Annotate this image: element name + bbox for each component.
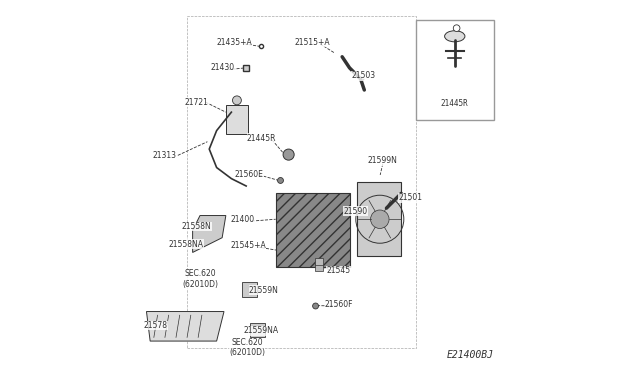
Polygon shape xyxy=(226,105,248,134)
Text: SEC.620
(62010D): SEC.620 (62010D) xyxy=(229,338,265,357)
Polygon shape xyxy=(276,193,349,267)
Polygon shape xyxy=(243,282,257,297)
Circle shape xyxy=(232,96,241,105)
Text: 21400: 21400 xyxy=(230,215,255,224)
Polygon shape xyxy=(147,311,224,341)
Text: E21400BJ: E21400BJ xyxy=(447,350,493,359)
Circle shape xyxy=(312,303,319,309)
Circle shape xyxy=(453,25,460,32)
Text: 21313: 21313 xyxy=(153,151,177,160)
Polygon shape xyxy=(316,263,323,271)
Circle shape xyxy=(278,177,284,183)
Text: 21559NA: 21559NA xyxy=(243,326,278,335)
Text: 21545+A: 21545+A xyxy=(230,241,266,250)
Text: 21721: 21721 xyxy=(184,98,208,107)
Polygon shape xyxy=(250,323,264,337)
Circle shape xyxy=(283,149,294,160)
Text: 21558NA: 21558NA xyxy=(169,240,204,249)
Text: 21501: 21501 xyxy=(399,193,422,202)
Text: SEC.620
(62010D): SEC.620 (62010D) xyxy=(182,269,218,289)
Text: 21515+A: 21515+A xyxy=(294,38,330,46)
Circle shape xyxy=(371,210,389,228)
Ellipse shape xyxy=(445,31,465,42)
Text: 21503: 21503 xyxy=(351,71,376,80)
Text: 21590: 21590 xyxy=(344,206,368,216)
Text: 21560E: 21560E xyxy=(235,170,264,179)
Text: 21445R: 21445R xyxy=(247,134,276,142)
Text: 21445R: 21445R xyxy=(441,99,468,109)
Text: 21545: 21545 xyxy=(326,266,351,275)
Text: 21559N: 21559N xyxy=(249,286,279,295)
Polygon shape xyxy=(357,182,401,256)
Text: 21558N: 21558N xyxy=(181,222,211,231)
Polygon shape xyxy=(193,215,226,253)
Polygon shape xyxy=(316,258,323,265)
Text: 21578: 21578 xyxy=(144,321,168,330)
Text: 21430: 21430 xyxy=(210,63,234,72)
Text: 21435+A: 21435+A xyxy=(216,38,252,47)
Text: 21560F: 21560F xyxy=(325,300,353,310)
Text: 21599N: 21599N xyxy=(368,156,397,166)
Bar xyxy=(416,20,493,119)
